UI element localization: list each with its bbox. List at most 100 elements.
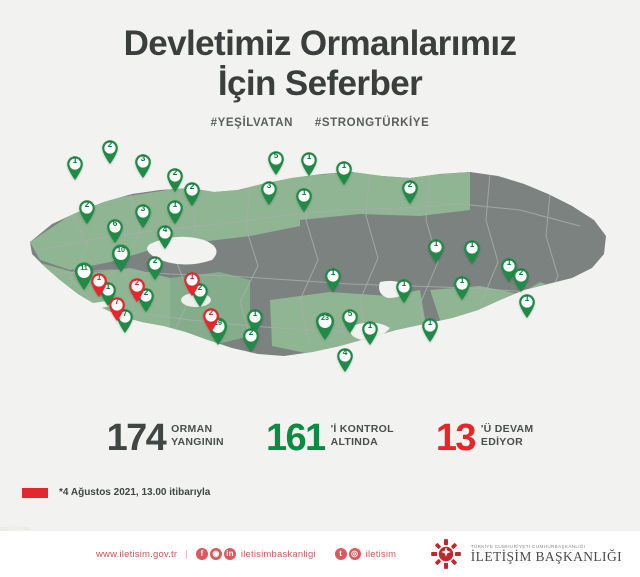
- social-icons-secondary: t ◎: [334, 548, 361, 560]
- hashtag-yesilvatan: #YEŞİLVATAN: [210, 117, 294, 130]
- map-pin-green-m12[interactable]: 2: [146, 255, 165, 280]
- pin-icon: [79, 200, 95, 224]
- footnote-text: *4 Ağustos 2021, 13.00 itibarıyla: [59, 487, 211, 498]
- map-pin-red-m14[interactable]: 1: [90, 272, 109, 297]
- pin-icon: [513, 268, 529, 292]
- footer-links: www.iletisim.gov.tr | f ◉ in iletisimbaska…: [96, 548, 396, 560]
- map-pin-red-m20[interactable]: 1: [183, 271, 202, 296]
- map-pin-green-m09[interactable]: 6: [106, 218, 125, 243]
- stat-label: 'İ KONTROL ALTINDA: [331, 423, 394, 449]
- map-pin-green-m25[interactable]: 1: [300, 151, 319, 176]
- telegram-icon[interactable]: ◎: [348, 548, 361, 560]
- statistics-row: 174 ORMAN YANGININ 161 'İ KONTROL ALTINDA 13 'Ü…: [0, 417, 640, 459]
- map-pin-green-m44[interactable]: 1: [518, 293, 537, 318]
- pin-icon: [117, 309, 133, 333]
- social-group-baskanligi: f ◉ in iletisimbaskanligi: [195, 548, 316, 560]
- map-pin-green-m41[interactable]: 1: [453, 275, 472, 300]
- pin-icon: [102, 140, 118, 164]
- page-title-line2: İçin Seferber: [217, 63, 423, 103]
- pin-icon: [135, 204, 151, 228]
- pin-icon: [362, 321, 378, 345]
- twitter-icon[interactable]: t: [334, 548, 347, 560]
- pin-icon: [268, 151, 284, 175]
- map-pin-red-m16[interactable]: 2: [128, 277, 147, 302]
- rosette-emblem-icon: [430, 539, 461, 569]
- hashtag-row: #YEŞİLVATAN #STRONGTÜRKİYE: [0, 117, 640, 129]
- pin-icon: [337, 348, 353, 372]
- social-handle-primary[interactable]: iletisimbaskanligi: [240, 548, 316, 560]
- map-pin-green-m29[interactable]: 2: [401, 179, 420, 204]
- turkey-map: 1 2 3 2 2 2 3 1 6 4 10 2 11 1 1 2 2 7 7 1 2 2 19 5 1 1 3 1 2 1 2 1 23 5 1 4…: [0, 140, 640, 400]
- pin-icon: [325, 268, 341, 292]
- stat-label-line2: ALTINDA: [330, 436, 378, 449]
- pin-icon: [296, 188, 312, 212]
- map-pin-green-m08[interactable]: 1: [166, 199, 185, 224]
- stat-block-1: 174 ORMAN YANGININ: [107, 419, 224, 457]
- map-pin-green-m34[interactable]: 5: [341, 308, 360, 333]
- map-pin-red-m18[interactable]: 7: [108, 296, 127, 321]
- header: Devletimiz Ormanlarımız İçin Seferber #Y…: [0, 24, 640, 129]
- map-pin-green-m27[interactable]: 3: [260, 180, 279, 205]
- map-pin-green-m37[interactable]: 1: [395, 278, 414, 303]
- map-pin-red-m22[interactable]: 2: [202, 307, 221, 332]
- pin-icon: [203, 308, 219, 332]
- map-pin-green-m26[interactable]: 1: [335, 160, 354, 185]
- stat-label-line1: 'İ KONTROL: [330, 423, 394, 435]
- map-pin-green-m39[interactable]: 1: [421, 317, 440, 342]
- map-pin-green-m36[interactable]: 4: [336, 347, 355, 372]
- map-pin-green-m02[interactable]: 2: [101, 139, 120, 164]
- stat-block-2: 161 'İ KONTROL ALTINDA: [266, 419, 394, 457]
- pin-icon: [315, 312, 335, 340]
- pin-icon: [454, 276, 470, 300]
- pin-icon: [111, 244, 131, 272]
- map-pin-green-m28[interactable]: 1: [295, 187, 314, 212]
- stat-label-line1: ORMAN: [171, 423, 213, 435]
- stat-label: 'Ü DEVAM EDİYOR: [481, 423, 534, 449]
- social-handle-secondary[interactable]: iletisim: [365, 548, 397, 560]
- map-pin-green-m32[interactable]: 1: [324, 267, 343, 292]
- map-pin-green-m24[interactable]: 5: [267, 150, 286, 175]
- map-pin-green-m05[interactable]: 2: [183, 181, 202, 206]
- stat-number: 13: [435, 417, 477, 459]
- linkedin-icon[interactable]: in: [223, 548, 236, 560]
- map-pin-green-m43[interactable]: 2: [512, 267, 531, 292]
- stat-label-line2: YANGININ: [171, 436, 224, 449]
- map-pin-green-m11[interactable]: 10: [110, 243, 132, 272]
- pin-icon: [107, 219, 123, 243]
- map-pin-green-m10[interactable]: 4: [156, 224, 175, 249]
- pin-icon: [167, 168, 183, 192]
- pin-icon: [336, 161, 352, 185]
- pin-icon: [396, 279, 412, 303]
- website-link[interactable]: www.iletisim.gov.tr: [96, 548, 178, 560]
- hashtag-strongturkiye: #STRONGTÜRKİYE: [314, 117, 430, 130]
- map-pin-green-m35[interactable]: 1: [361, 320, 380, 345]
- stat-block-3: 13 'Ü DEVAM EDİYOR: [435, 417, 534, 459]
- pin-icon: [519, 294, 535, 318]
- stat-label-line2: EDİYOR: [480, 436, 523, 449]
- pin-icon: [402, 180, 418, 204]
- brand-name: İLETİŞİM BAŞKANLIĞI: [470, 549, 622, 565]
- map-pin-green-m33[interactable]: 23: [314, 311, 336, 340]
- pin-icon: [109, 297, 125, 321]
- instagram-icon[interactable]: ◉: [209, 548, 222, 560]
- pin-icon: [167, 200, 183, 224]
- map-pin-green-m01[interactable]: 1: [66, 155, 85, 180]
- pin-icon: [129, 278, 145, 302]
- facebook-icon[interactable]: f: [195, 548, 208, 560]
- pin-icon: [342, 309, 358, 333]
- map-pin-green-m06[interactable]: 2: [78, 199, 97, 224]
- footnote: *4 Ağustos 2021, 13.00 itibarıyla: [22, 487, 210, 498]
- stat-label: ORMAN YANGININ: [171, 423, 224, 449]
- pin-icon: [261, 181, 277, 205]
- footer-separator-2: [324, 549, 327, 560]
- pin-icon: [157, 225, 173, 249]
- pin-icon: [501, 258, 517, 282]
- map-pin-green-m31[interactable]: 2: [242, 327, 261, 352]
- map-pin-green-m07[interactable]: 3: [134, 203, 153, 228]
- pin-icon: [138, 288, 154, 312]
- map-pin-green-m40[interactable]: 1: [463, 239, 482, 264]
- map-pin-green-m38[interactable]: 1: [427, 238, 446, 263]
- pin-icon: [147, 256, 163, 280]
- map-pin-green-m03[interactable]: 3: [134, 153, 153, 178]
